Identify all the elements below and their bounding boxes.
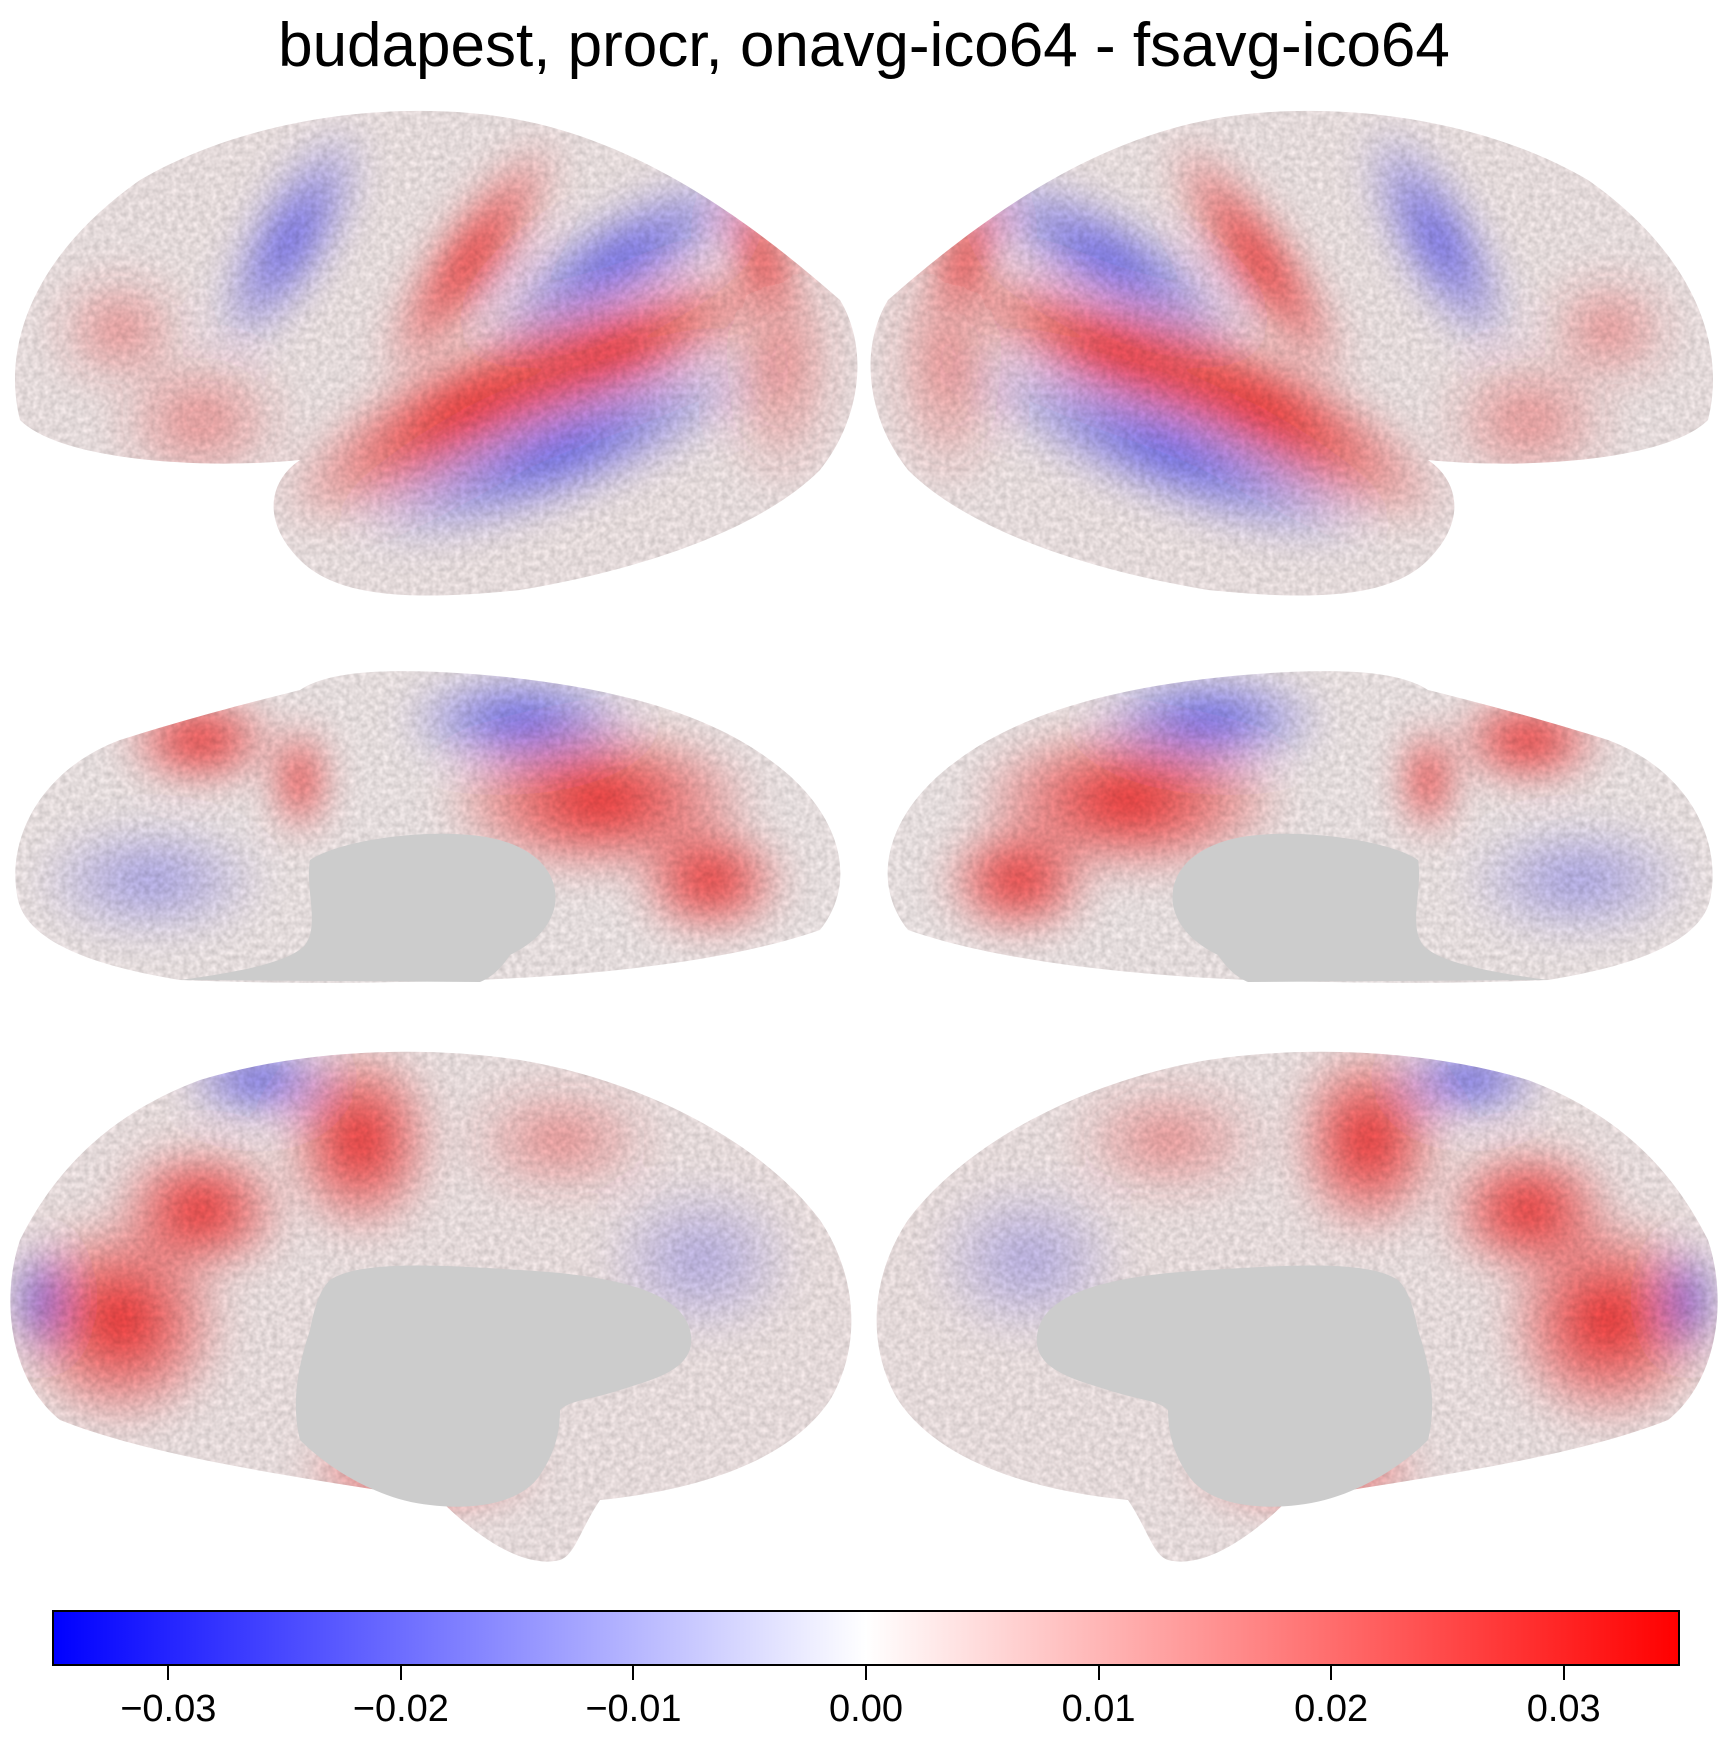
right-ventral-hemisphere — [848, 660, 1728, 1000]
colorbar-tick-mark — [1330, 1666, 1332, 1680]
brain-surface-panels — [0, 0, 1728, 1600]
colorbar-tick-label: 0.02 — [1251, 1688, 1411, 1731]
colorbar — [52, 1610, 1680, 1666]
right-lateral-hemisphere — [848, 80, 1728, 620]
left-medial-hemisphere — [0, 1040, 880, 1580]
colorbar-tick-label: −0.02 — [321, 1688, 481, 1731]
colorbar-tick-label: −0.03 — [88, 1688, 248, 1731]
left-ventral-hemisphere — [0, 660, 880, 1000]
colorbar-tick-label: 0.01 — [1019, 1688, 1179, 1731]
colorbar-tick-label: −0.01 — [553, 1688, 713, 1731]
colorbar-tick-mark — [865, 1666, 867, 1680]
colorbar-tick-label: 0.03 — [1484, 1688, 1644, 1731]
colorbar-tick-mark — [1098, 1666, 1100, 1680]
left-lateral-hemisphere — [0, 80, 880, 620]
colorbar-tick-mark — [1563, 1666, 1565, 1680]
colorbar-tick-mark — [632, 1666, 634, 1680]
right-medial-hemisphere — [848, 1040, 1728, 1580]
colorbar-tick-label: 0.00 — [786, 1688, 946, 1731]
colorbar-gradient — [52, 1610, 1680, 1666]
colorbar-tick-mark — [167, 1666, 169, 1680]
colorbar-tick-mark — [400, 1666, 402, 1680]
